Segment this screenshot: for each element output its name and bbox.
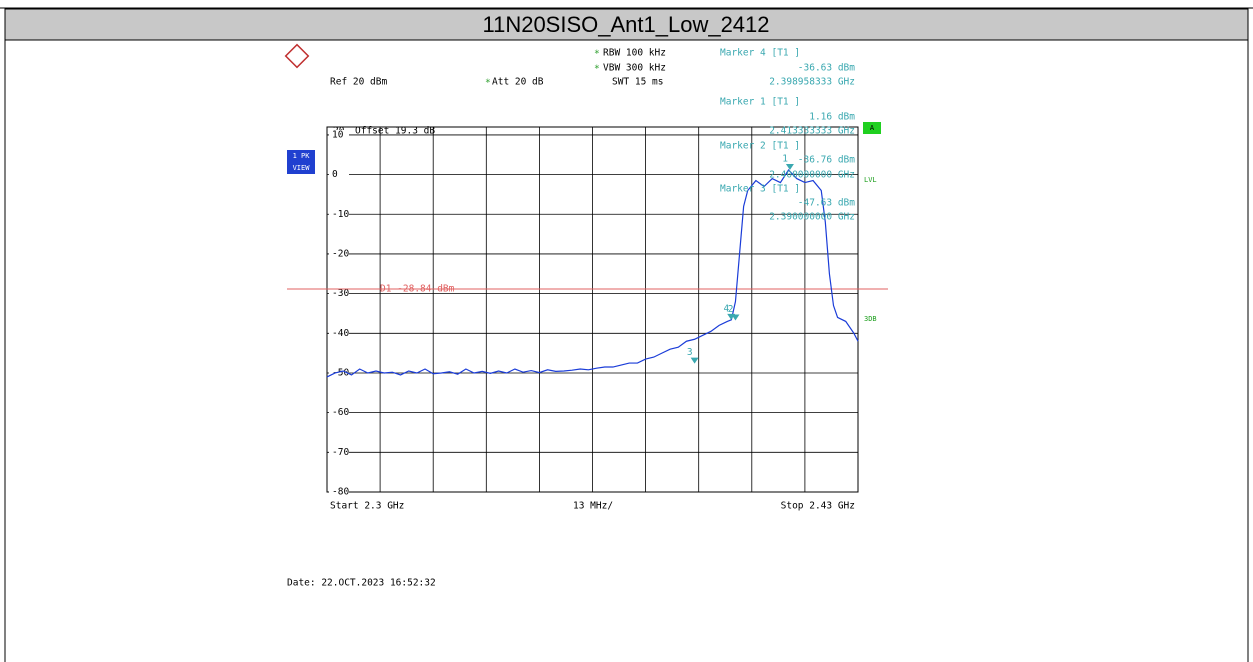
y-tick-label: 10 xyxy=(332,129,344,140)
marker-value: -47.63 dBm xyxy=(798,198,855,209)
tick-bg xyxy=(329,447,349,458)
stop: Stop 2.43 GHz xyxy=(781,501,855,512)
date: Date: 22.OCT.2023 16:52:32 xyxy=(287,578,436,589)
tick-bg xyxy=(329,169,349,180)
badge-a: A xyxy=(870,124,875,132)
marker xyxy=(785,164,794,171)
y-tick-label: -50 xyxy=(332,367,349,378)
marker-name: Marker 2 [T1 ] xyxy=(720,141,800,152)
view: VIEW xyxy=(293,164,311,172)
star: * xyxy=(594,49,600,60)
marker-freq: 2.400000000 GHz xyxy=(769,170,855,181)
marker-freq: 2.390000000 GHz xyxy=(769,212,855,223)
marker-freq: 2.398958333 GHz xyxy=(769,77,855,88)
marker-number: 1 xyxy=(782,154,788,165)
y-tick-label: -40 xyxy=(332,328,349,339)
lvl: LVL xyxy=(864,176,877,184)
logo xyxy=(284,43,310,69)
title-bar xyxy=(4,8,1249,41)
tick-bg xyxy=(329,248,349,259)
start: Start 2.3 GHz xyxy=(330,501,404,512)
marker-value: -36.76 dBm xyxy=(798,155,855,166)
tick-bg xyxy=(329,129,349,140)
marker-freq: 2.413333333 GHz xyxy=(769,126,855,137)
trace-mode: 1 PK xyxy=(293,152,311,160)
marker-number: 2 xyxy=(728,304,734,315)
vbw: VBW 300 kHz xyxy=(603,63,666,74)
marker-number: 3 xyxy=(687,347,693,358)
marker-value: -36.63 dBm xyxy=(798,63,855,74)
a-badge xyxy=(863,122,881,134)
att: Att 20 dB xyxy=(492,77,544,88)
tick-bg xyxy=(329,487,349,497)
tick-bg xyxy=(329,288,349,299)
marker-value: 1.16 dBm xyxy=(809,112,855,123)
db3: 3DB xyxy=(864,315,877,323)
y-tick-label: -70 xyxy=(332,447,349,458)
tick-bg xyxy=(329,209,349,220)
y-tick-label: -60 xyxy=(332,407,349,418)
marker-name: Marker 1 [T1 ] xyxy=(720,97,800,108)
y-tick-label: 0 xyxy=(332,169,338,180)
marker-name: Marker 4 [T1 ] xyxy=(720,48,800,59)
trace-badge xyxy=(287,150,315,174)
ref: Ref 20 dBm xyxy=(330,77,387,88)
trace xyxy=(326,169,859,378)
y-tick-label: -20 xyxy=(332,248,349,259)
star: * xyxy=(594,64,600,75)
y-tick-label: -30 xyxy=(332,288,349,299)
marker xyxy=(731,314,740,321)
marker xyxy=(690,357,699,364)
star: * xyxy=(485,78,491,89)
marker-name: Marker 3 [T1 ] xyxy=(720,184,800,195)
tick-bg xyxy=(329,367,349,378)
y-tick-label: -10 xyxy=(332,209,349,220)
y-tick-label: -80 xyxy=(332,487,349,498)
marker-number: 4 xyxy=(723,303,729,314)
tick-bg xyxy=(329,328,349,339)
span-div: 13 MHz/ xyxy=(573,501,613,512)
rbw: RBW 100 kHz xyxy=(603,48,666,59)
chart-title: 11N20SISO_Ant1_Low_2412 xyxy=(482,12,769,37)
tick-bg xyxy=(329,407,349,418)
display-line-label: D1 -28.84 dBm xyxy=(380,284,455,295)
swt: SWT 15 ms xyxy=(612,77,663,88)
offset: Offset 19.3 dB xyxy=(355,126,435,137)
